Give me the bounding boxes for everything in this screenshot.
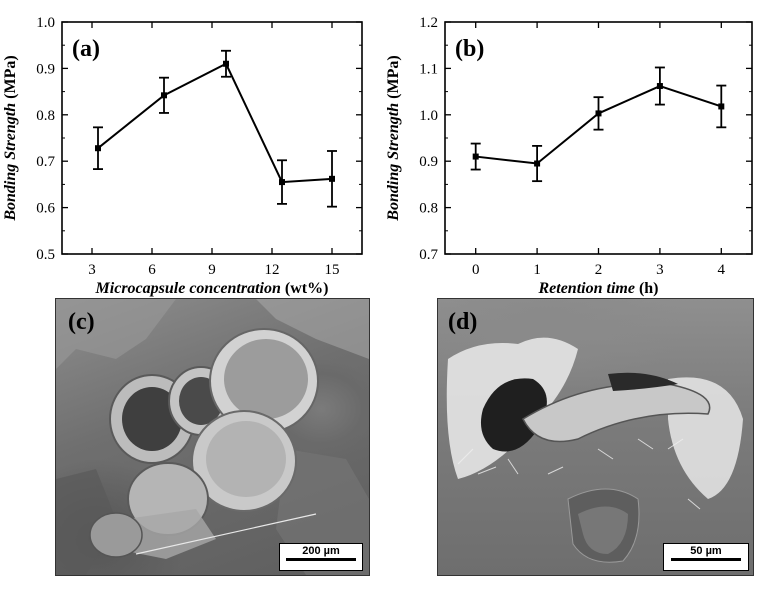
x-tick-label: 15 (325, 262, 340, 278)
y-tick-label: 0.6 (36, 201, 55, 217)
y-tick-label: 1.1 (419, 61, 438, 77)
sem-image-d-drawing (446, 337, 743, 563)
y-axis-label: Bonding Strength (MPa) (385, 55, 402, 221)
sem-image-c-drawing (56, 299, 369, 575)
x-tick-label: 6 (148, 262, 156, 278)
x-axis-label: Microcapsule concentration (wt%) (95, 280, 329, 297)
y-tick-label: 1.0 (419, 108, 438, 124)
scale-bar-line-c (286, 558, 356, 561)
panel-label-c: (c) (68, 309, 95, 335)
data-point (279, 179, 285, 186)
y-axis-label: Bonding Strength (MPa) (2, 55, 19, 221)
chart-b: 0.7 0.8 0.9 1.0 1.1 1.2 0 1 2 3 4 (b) Retention time… (385, 15, 753, 297)
data-point (223, 60, 229, 67)
x-tick-label: 2 (595, 262, 603, 278)
plot-frame (61, 21, 363, 255)
scale-bar-d: 50 µm (663, 543, 749, 571)
data-point (95, 145, 101, 152)
data-point (329, 175, 335, 182)
x-axis-label: Retention time (h) (537, 280, 658, 297)
y-tick-label: 0.8 (36, 108, 55, 124)
y-tick-label: 0.7 (419, 247, 438, 263)
data-point (718, 103, 725, 110)
sem-image-c: (c) 200 µm (55, 298, 370, 576)
data-point (656, 83, 663, 90)
sem-image-d: (d) 50 µm (437, 298, 754, 576)
y-tick-label: 0.8 (419, 201, 438, 217)
y-tick-label: 0.9 (419, 154, 438, 170)
data-point (595, 110, 602, 117)
scale-bar-line-d (671, 558, 741, 561)
x-tick-label: 3 (88, 262, 96, 278)
data-point (472, 153, 479, 160)
y-tick-label: 1.0 (36, 15, 55, 31)
x-tick-label: 3 (656, 262, 664, 278)
x-tick-label: 12 (265, 262, 280, 278)
scale-bar-c: 200 µm (279, 543, 363, 571)
plot-frame (444, 21, 753, 255)
x-tick-label: 1 (533, 262, 541, 278)
scale-bar-label-c: 200 µm (302, 545, 340, 557)
x-tick-label: 0 (472, 262, 480, 278)
panel-label: (b) (455, 36, 484, 62)
series-line (97, 62, 333, 184)
chart-a: 0.5 0.6 0.7 0.8 0.9 1.0 3 6 9 12 15 (a) Microcapsule… (2, 15, 363, 297)
x-tick-label: 4 (718, 262, 726, 278)
data-point (534, 160, 541, 167)
y-tick-label: 0.7 (36, 154, 55, 170)
x-tick-label: 9 (208, 262, 216, 278)
y-tick-label: 1.2 (419, 15, 438, 31)
scale-bar-label-d: 50 µm (690, 545, 722, 557)
y-tick-label: 0.9 (36, 61, 55, 77)
data-point (161, 92, 167, 99)
panel-label: (a) (72, 36, 100, 62)
y-tick-label: 0.5 (36, 247, 55, 263)
panel-label-d: (d) (448, 309, 478, 335)
